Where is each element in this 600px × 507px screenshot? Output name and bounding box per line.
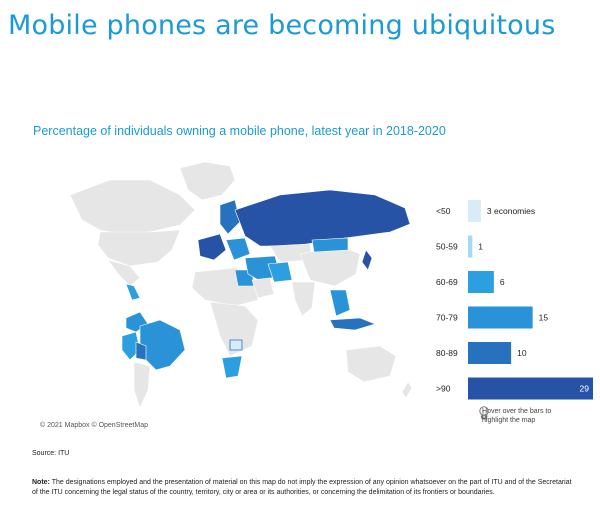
note-label: Note: xyxy=(32,479,50,486)
category-label: 80-89 xyxy=(436,348,458,358)
map-usa xyxy=(97,229,181,267)
bar[interactable] xyxy=(468,306,533,329)
bar[interactable] xyxy=(468,200,481,222)
hover-hint: Hover over the bars to highlight the map xyxy=(482,408,552,425)
footnote: Note: The designations employed and the … xyxy=(32,478,577,498)
map-new-zealand xyxy=(401,381,413,399)
chart-subtitle: Percentage of individuals owning a mobil… xyxy=(33,124,446,138)
map-europe-east xyxy=(225,237,251,261)
map-canada xyxy=(69,179,196,236)
value-label: 3 economies xyxy=(487,206,535,216)
note-text: The designations employed and the presen… xyxy=(32,479,572,497)
map-saudi xyxy=(251,277,275,299)
map-southern-africa xyxy=(221,355,243,379)
map-indonesia xyxy=(329,317,376,331)
map-africa-central xyxy=(209,301,259,357)
source-note: Source: ITU xyxy=(32,450,70,457)
category-label: <50 xyxy=(436,206,451,216)
map-india xyxy=(291,281,316,317)
map-brazil xyxy=(139,319,186,371)
category-label: 50-59 xyxy=(436,242,458,252)
bar[interactable] xyxy=(468,377,593,400)
map-zambia xyxy=(229,339,243,351)
map-japan xyxy=(361,249,373,271)
value-label: 15 xyxy=(539,313,549,323)
value-label: 10 xyxy=(517,348,527,358)
map-bolivia xyxy=(135,341,147,361)
world-map[interactable] xyxy=(30,150,430,420)
pointer-hand-icon xyxy=(479,406,489,420)
bar[interactable] xyxy=(468,235,473,258)
map-greenland xyxy=(179,161,236,201)
map-mongolia xyxy=(311,237,349,253)
category-label: 70-79 xyxy=(436,313,458,323)
value-label: 29 xyxy=(580,384,590,394)
map-peru xyxy=(121,331,141,361)
bar[interactable] xyxy=(468,271,494,293)
map-se-asia xyxy=(329,289,351,317)
map-central-america xyxy=(125,283,141,301)
page-title: Mobile phones are becoming ubiquitous xyxy=(8,10,556,41)
map-australia xyxy=(345,345,397,383)
map-europe-west xyxy=(197,233,227,261)
value-label: 1 xyxy=(478,242,483,252)
map-china xyxy=(299,245,361,287)
map-mexico xyxy=(107,259,141,287)
value-label: 6 xyxy=(500,277,505,287)
map-attribution[interactable]: © 2021 Mapbox © OpenStreetMap xyxy=(40,422,148,429)
map-middle-east xyxy=(244,255,281,283)
bar-chart[interactable]: <50 3 economies 50-59 1 60-69 6 70-79 15 80-89 10… xyxy=(420,190,600,405)
category-label: 60-69 xyxy=(436,277,458,287)
map-south-cone xyxy=(133,361,151,409)
map-scandinavia xyxy=(219,199,241,235)
map-russia xyxy=(234,189,411,247)
map-iran xyxy=(267,261,293,283)
category-label: >90 xyxy=(436,384,451,394)
bar[interactable] xyxy=(468,342,512,364)
